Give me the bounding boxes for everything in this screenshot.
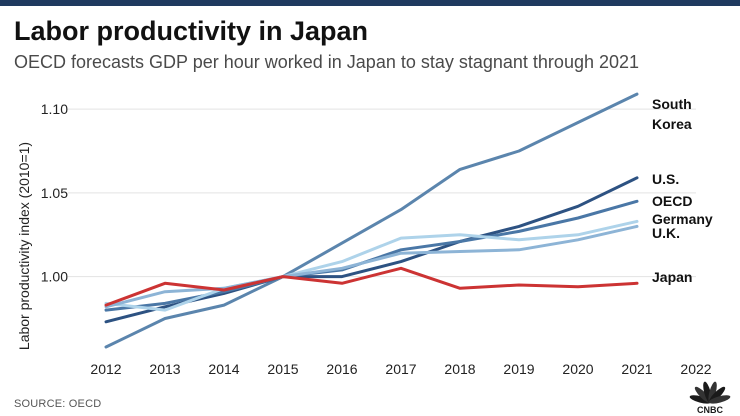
series-label-south-korea: Korea bbox=[652, 116, 692, 132]
x-tick-label: 2021 bbox=[621, 361, 652, 377]
x-tick-label: 2015 bbox=[267, 361, 298, 377]
x-tick-label: 2020 bbox=[562, 361, 593, 377]
series-label-u-s: U.S. bbox=[652, 171, 679, 187]
cnbc-logo: CNBC bbox=[689, 381, 731, 415]
chart-title: Labor productivity in Japan bbox=[14, 16, 369, 46]
chart-subtitle: OECD forecasts GDP per hour worked in Ja… bbox=[14, 52, 640, 72]
series-line-oecd bbox=[104, 199, 639, 312]
x-tick-label: 2014 bbox=[208, 361, 239, 377]
series-label-japan: Japan bbox=[652, 269, 692, 285]
top-accent-bar bbox=[0, 0, 740, 6]
x-tick-label: 2016 bbox=[326, 361, 357, 377]
peacock-icon bbox=[689, 381, 731, 404]
x-tick-label: 2017 bbox=[385, 361, 416, 377]
series-label-germany: Germany bbox=[652, 211, 713, 227]
y-axis-title: Labor productivity index (2010=1) bbox=[16, 142, 32, 350]
series-line-south-korea bbox=[104, 92, 639, 349]
series-label-south-korea: South bbox=[652, 96, 692, 112]
series-label-oecd: OECD bbox=[652, 193, 692, 209]
brand-text: CNBC bbox=[697, 405, 723, 415]
series-line-japan bbox=[104, 266, 639, 307]
y-tick-label: 1.00 bbox=[41, 269, 68, 285]
series-line-u-k bbox=[104, 224, 639, 309]
x-tick-label: 2012 bbox=[90, 361, 121, 377]
x-tick-label: 2013 bbox=[149, 361, 180, 377]
x-tick-label: 2019 bbox=[503, 361, 534, 377]
x-tick-label: 2018 bbox=[444, 361, 475, 377]
series-line-germany bbox=[104, 219, 639, 312]
y-tick-label: 1.10 bbox=[41, 101, 68, 117]
source-note: SOURCE: OECD bbox=[14, 398, 102, 410]
series-label-u-k: U.K. bbox=[652, 225, 680, 241]
x-tick-label: 2022 bbox=[680, 361, 711, 377]
y-tick-label: 1.05 bbox=[41, 185, 68, 201]
